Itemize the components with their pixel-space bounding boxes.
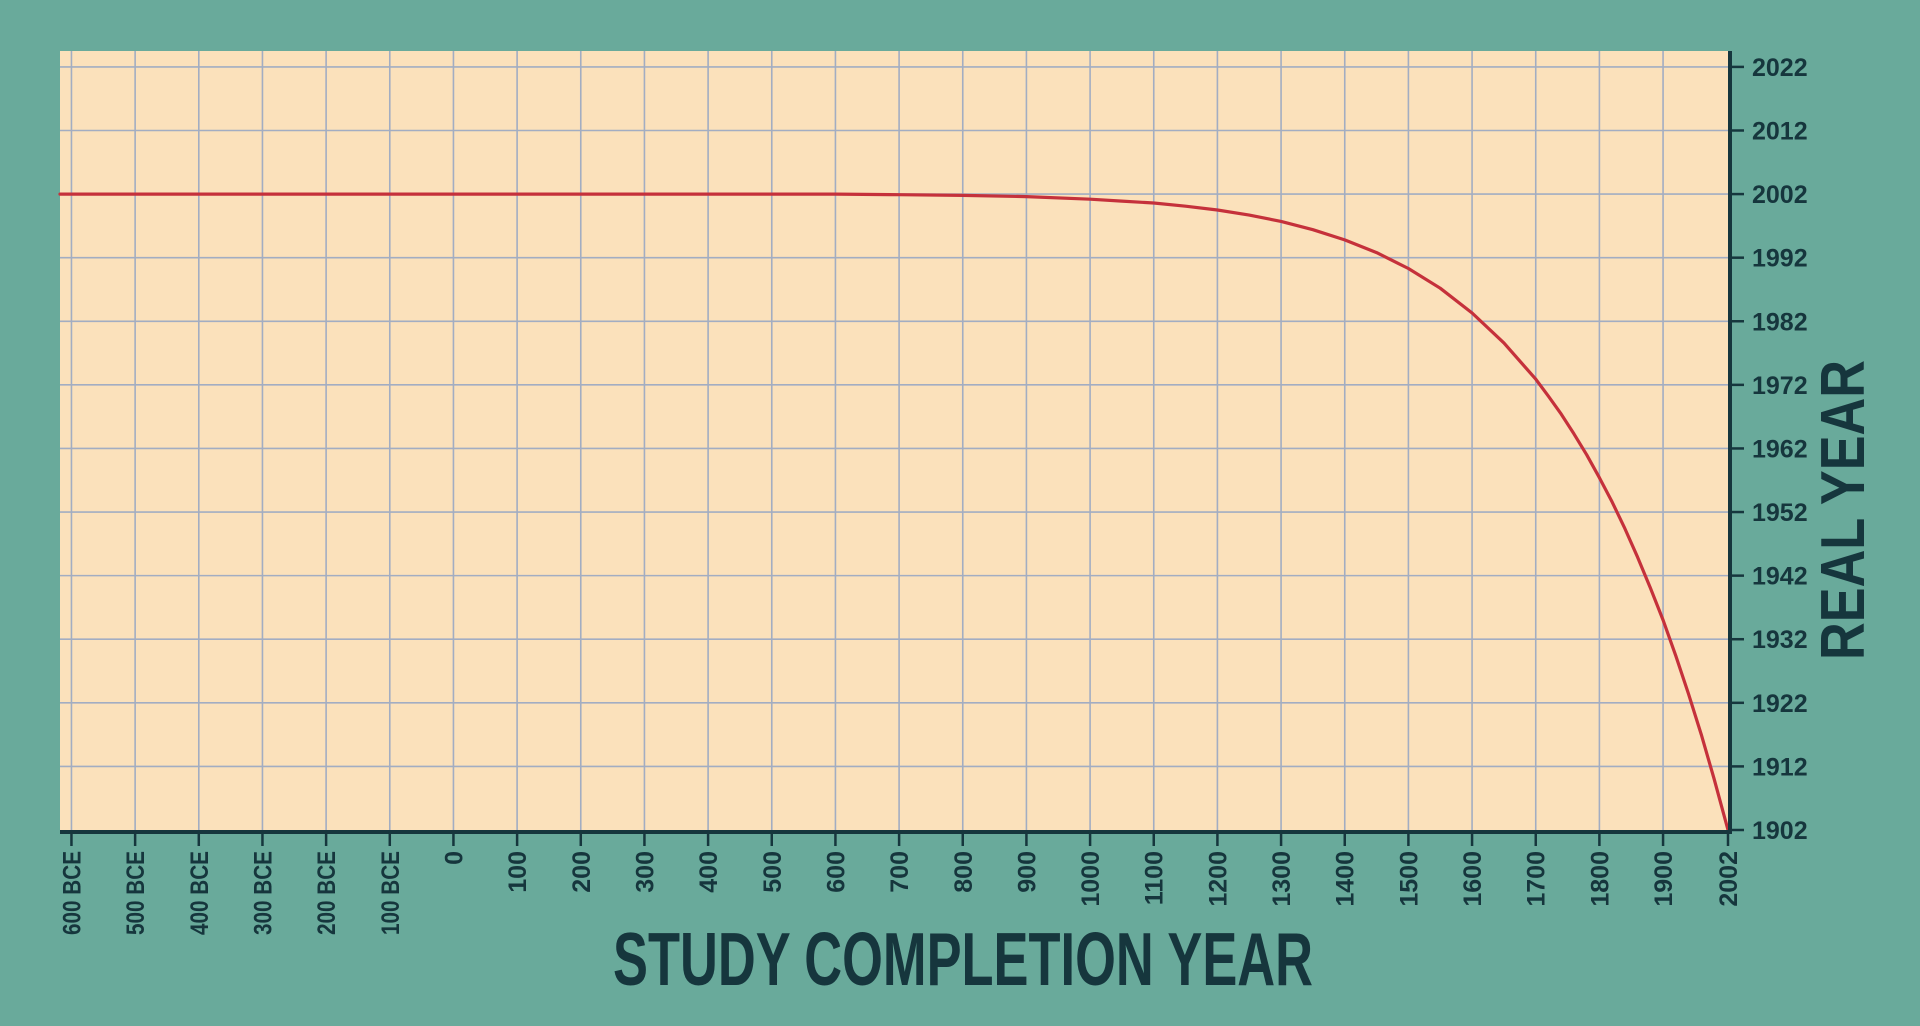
x-axis-title: STUDY COMPLETION YEAR: [613, 917, 1313, 1001]
x-tick-label: 1400: [1332, 851, 1360, 907]
y-tick-label: 2022: [1752, 54, 1808, 82]
y-tick-label: 2012: [1752, 117, 1808, 145]
y-tick-label: 1942: [1752, 563, 1808, 591]
data-curve: [58, 192, 1730, 832]
x-tick-label: 900: [1013, 851, 1041, 893]
x-tick-label: 500 BCE: [122, 851, 150, 935]
x-tick-label: 0: [440, 851, 468, 865]
x-tick-label: 200 BCE: [313, 851, 341, 935]
x-tick-label: 500: [759, 851, 787, 893]
x-tick-label: 100: [504, 851, 532, 893]
x-tick-label: 1700: [1523, 851, 1551, 907]
x-tick-label: 2002: [1715, 851, 1743, 907]
y-tick-label: 1902: [1752, 817, 1808, 845]
x-tick-label: 1900: [1650, 851, 1678, 907]
x-tick-label: 1000: [1077, 851, 1105, 907]
x-tick-label: 1300: [1268, 851, 1296, 907]
x-tick-label: 600: [822, 851, 850, 893]
x-tick-label: 400 BCE: [186, 851, 214, 935]
y-tick-label: 1992: [1752, 245, 1808, 273]
y-axis-title: REAL YEAR: [1809, 360, 1878, 660]
x-tick-label: 800: [950, 851, 978, 893]
plot-area: [60, 51, 1728, 830]
y-tick-label: 1962: [1752, 435, 1808, 463]
x-tick-label: 400: [695, 851, 723, 893]
x-tick-label: 1800: [1586, 851, 1614, 907]
y-tick-label: 1922: [1752, 690, 1808, 718]
y-tick-label: 2002: [1752, 181, 1808, 209]
x-tick-label: 1500: [1395, 851, 1423, 907]
y-tick-label: 1952: [1752, 499, 1808, 527]
y-tick-label: 1912: [1752, 753, 1808, 781]
x-tick-label: 200: [568, 851, 596, 893]
x-tick-label: 600 BCE: [58, 851, 86, 935]
x-tick-label: 700: [886, 851, 914, 893]
x-tick-label: 100 BCE: [377, 851, 405, 935]
x-tick-label: 300: [631, 851, 659, 893]
x-tick-label: 300 BCE: [249, 851, 277, 935]
y-tick-label: 1982: [1752, 308, 1808, 336]
y-tick-label: 1972: [1752, 372, 1808, 400]
y-tick-label: 1932: [1752, 626, 1808, 654]
x-tick-label: 1100: [1141, 851, 1169, 905]
x-tick-label: 1200: [1204, 851, 1232, 907]
x-tick-label: 1600: [1459, 851, 1487, 907]
